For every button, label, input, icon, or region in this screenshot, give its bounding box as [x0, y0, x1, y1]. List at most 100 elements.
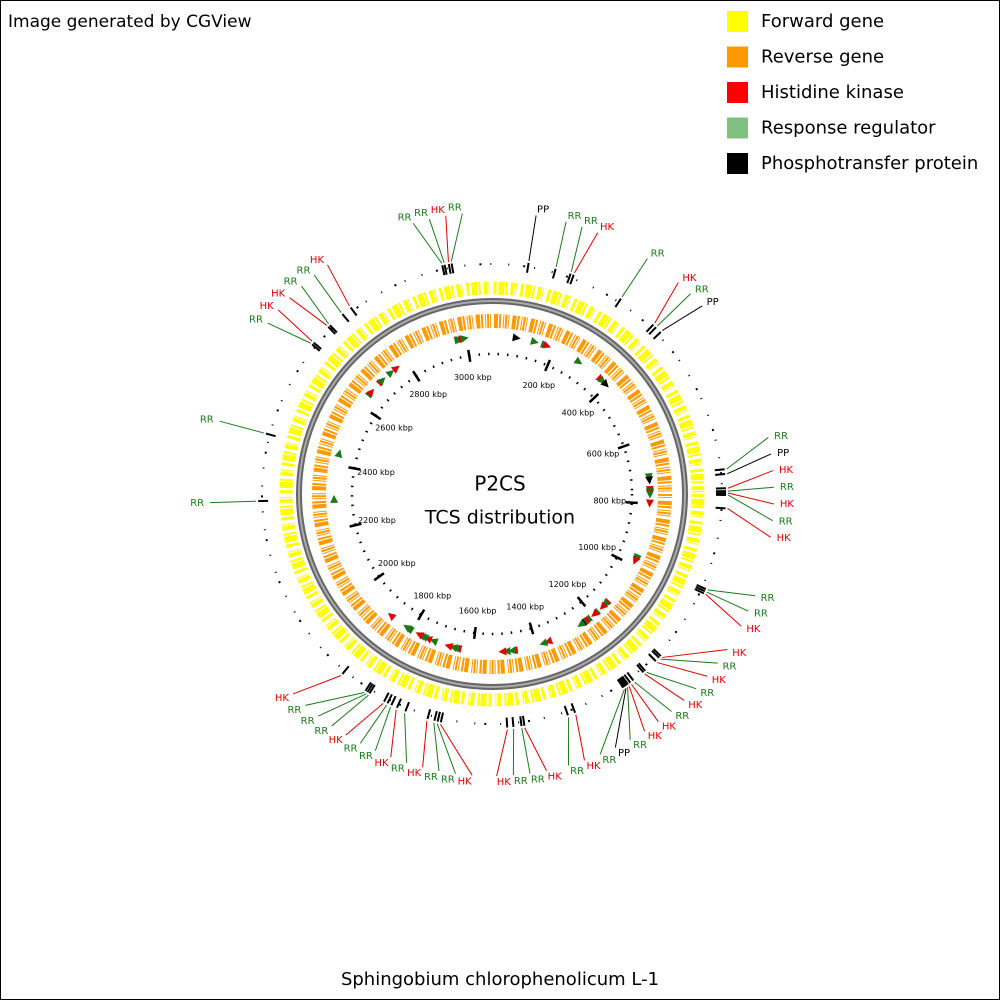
feature-marker — [385, 369, 395, 379]
footer: Sphingobium chlorophenolicum L-1 — [341, 969, 659, 990]
leader-line — [614, 688, 627, 748]
leader-line — [707, 589, 756, 597]
feature-tick — [396, 698, 402, 709]
leader-line — [450, 213, 463, 262]
feature-tick — [329, 324, 338, 334]
legend-label: Reverse gene — [761, 47, 884, 68]
scale-tick-label: 2200 kbp — [358, 516, 396, 525]
leader-line — [267, 322, 311, 344]
legend-swatch — [727, 117, 748, 139]
feature-label: HK — [732, 648, 747, 659]
feature-tick — [368, 684, 376, 694]
feature-label: RR — [284, 277, 298, 288]
feature-tick — [441, 265, 446, 276]
feature-tick — [390, 695, 397, 706]
feature-label: RR — [249, 314, 263, 325]
feature-tick — [695, 586, 706, 593]
scale-tick — [373, 572, 385, 582]
leader-line — [727, 492, 774, 505]
feature-label: RR — [754, 609, 768, 620]
leader-line — [646, 671, 697, 690]
feature-marker — [507, 646, 517, 655]
leader-line — [404, 713, 408, 763]
feature-tick — [637, 662, 646, 672]
backbone-highlight — [298, 300, 686, 688]
legend-swatch — [727, 82, 748, 103]
feature-label: RR — [602, 755, 616, 766]
leader-line — [528, 215, 537, 261]
feature-tick — [426, 709, 432, 720]
feature-tick — [715, 472, 726, 476]
center-title: P2CS — [474, 472, 525, 496]
leader-line — [727, 508, 771, 538]
feature-label: HK — [586, 761, 601, 772]
feature-tick — [386, 693, 393, 704]
leader-line — [599, 689, 625, 755]
scale-tick-label: 3000 kbp — [454, 373, 492, 382]
feature-tick — [694, 588, 705, 595]
feature-label: RR — [761, 593, 775, 604]
feature-tick — [623, 674, 632, 684]
feature-tick — [349, 306, 358, 317]
leader-line — [660, 658, 718, 664]
feature-label: RR — [651, 249, 665, 260]
feature-label: HK — [458, 776, 473, 787]
feature-tick — [648, 653, 657, 662]
feature-marker — [573, 356, 583, 365]
leader-line — [390, 709, 397, 758]
feature-label: PP — [707, 297, 719, 308]
feature-tick — [443, 264, 448, 275]
feature-label: PP — [537, 205, 549, 216]
leader-line — [292, 675, 342, 695]
scale-tick — [417, 608, 426, 621]
feature-tick — [614, 298, 622, 308]
feature-label: HK — [271, 289, 286, 300]
feature-tick — [616, 678, 625, 689]
leader-line — [313, 274, 342, 313]
scale-tick — [625, 500, 638, 505]
legend-label: Phosphotransfer protein — [761, 153, 978, 174]
feature-tick — [621, 675, 629, 686]
feature-tick — [511, 716, 515, 728]
feature-tick — [569, 274, 575, 285]
leader-line — [428, 218, 445, 264]
scale-tick-label: 400 kbp — [562, 409, 595, 418]
scale-tick-label: 1800 kbp — [413, 591, 451, 600]
feature-marker — [599, 601, 609, 610]
leader-line — [521, 728, 531, 774]
reverse-gene-ring — [312, 314, 672, 674]
leader-line — [305, 692, 365, 706]
leader-line — [439, 724, 473, 776]
feature-tick — [311, 343, 321, 352]
legend-swatch — [727, 46, 748, 68]
feature-tick — [715, 506, 726, 510]
feature-tick — [312, 341, 322, 350]
feature-tick — [566, 273, 572, 284]
leader-line — [621, 258, 648, 298]
feature-label: RR — [359, 751, 373, 762]
leader-line — [331, 694, 369, 727]
feature-tick — [619, 676, 628, 687]
feature-tick — [563, 705, 569, 716]
feature-marker — [376, 377, 386, 386]
feature-label: PP — [777, 448, 789, 459]
feature-label: RR — [584, 216, 598, 227]
leader-line — [301, 285, 329, 325]
legend-label: Response regulator — [761, 118, 936, 139]
scale-tick — [349, 522, 362, 528]
feature-label: RR — [675, 711, 689, 722]
leader-line — [726, 437, 769, 470]
feature-tick — [327, 326, 336, 335]
scale-tick — [472, 626, 477, 640]
feature-label: HK — [712, 675, 727, 686]
feature-tick — [383, 692, 390, 703]
leader-line — [657, 293, 691, 327]
feature-marker — [645, 499, 654, 508]
feature-tick — [505, 717, 509, 728]
feature-marker — [444, 643, 454, 651]
leader-line — [496, 729, 508, 777]
feature-tick — [521, 715, 526, 726]
scale-tick-label: 1400 kbp — [506, 603, 544, 612]
